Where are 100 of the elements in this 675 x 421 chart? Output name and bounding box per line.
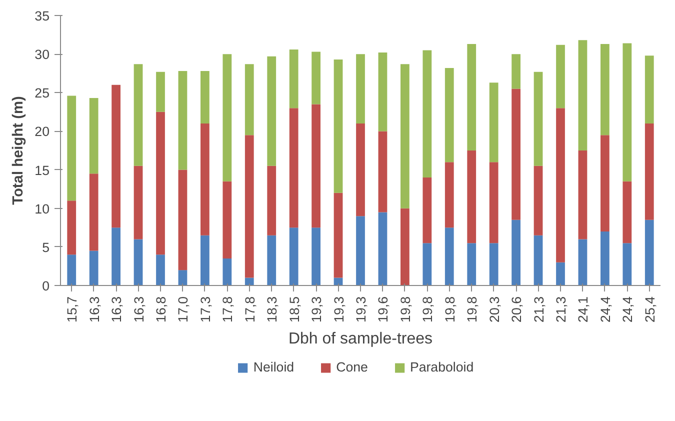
bar (600, 44, 610, 136)
bar (67, 96, 76, 201)
bar (534, 166, 543, 236)
legend-label: Cone (336, 360, 368, 374)
bar (578, 150, 588, 240)
bar (178, 270, 188, 286)
bar (444, 228, 454, 286)
bar (112, 84, 120, 228)
bar (289, 108, 298, 228)
x-tick-label: 16,3 (131, 296, 146, 322)
x-tick-label: 24,1 (576, 296, 591, 322)
x-tick-label: 17,8 (220, 296, 236, 322)
x-tick-label: 17,8 (242, 296, 258, 322)
bar (467, 150, 476, 244)
x-tick-label: 15,7 (64, 296, 80, 322)
bar (200, 124, 210, 236)
legend-label: Paraboloid (410, 360, 474, 374)
x-tick-label: 19,3 (309, 296, 324, 322)
x-tick-label: 21,3 (531, 296, 546, 322)
bar (89, 174, 98, 251)
bar (622, 181, 632, 244)
bar (489, 82, 498, 162)
x-tick-label: 19,3 (354, 296, 368, 322)
x-tick-label: 21,3 (554, 296, 568, 322)
bar (512, 220, 520, 286)
bar (334, 192, 343, 278)
bar (312, 104, 320, 228)
bar (222, 258, 232, 286)
y-tick-label: 35 (34, 8, 50, 24)
bar (178, 71, 188, 170)
bar (334, 59, 343, 193)
bar (67, 254, 76, 286)
x-tick-label: 18,5 (286, 296, 302, 322)
x-tick-label: 19,8 (464, 296, 480, 322)
bar (600, 135, 610, 232)
x-axis-title: Dbh of sample-trees (288, 330, 433, 348)
x-tick-label: 18,3 (264, 296, 280, 322)
bar (267, 166, 276, 236)
bar (289, 49, 298, 108)
bar (422, 243, 432, 286)
x-tick-label: 19,8 (420, 296, 436, 322)
bar (267, 235, 276, 286)
bar (200, 235, 210, 286)
x-tick-label: 16,3 (109, 296, 124, 322)
bar (422, 50, 432, 178)
bar (156, 72, 165, 112)
x-tick-label: 16,3 (86, 296, 102, 322)
bar (112, 228, 120, 286)
bar (312, 52, 320, 104)
x-tick-label: 17,3 (198, 296, 213, 322)
bar (400, 208, 410, 286)
y-tick-label: 20 (34, 124, 50, 140)
bar (356, 216, 365, 286)
bar (156, 254, 165, 286)
bar (622, 43, 632, 182)
bar (244, 135, 254, 278)
bar (134, 64, 143, 166)
bar (222, 54, 232, 182)
bar (244, 278, 254, 286)
y-tick-label: 15 (34, 162, 50, 178)
bar (556, 44, 565, 108)
bar (489, 162, 498, 244)
x-tick-label: 24,4 (598, 296, 613, 322)
y-axis-title: Total height (m) (10, 96, 27, 205)
bar (534, 235, 543, 286)
y-tick-label: 10 (34, 201, 50, 216)
x-tick-label: 20,6 (509, 296, 524, 322)
x-tick-label: 17,0 (176, 296, 191, 322)
bar (578, 239, 588, 286)
bar (356, 54, 365, 124)
y-tick-label: 25 (34, 86, 50, 101)
bar (644, 56, 654, 124)
bar (89, 250, 98, 286)
bar (467, 243, 476, 286)
bar (289, 228, 298, 286)
bar (156, 112, 165, 255)
bar (512, 54, 520, 89)
bar (378, 52, 388, 132)
bar (644, 124, 654, 220)
bar (644, 220, 654, 286)
bar (600, 232, 610, 286)
bar (444, 162, 454, 228)
bar (312, 228, 320, 286)
bar (556, 262, 565, 286)
x-tick-label: 19,6 (376, 296, 391, 322)
x-tick-label: 24,4 (620, 296, 636, 322)
bar (489, 243, 498, 286)
bar (378, 212, 388, 286)
bar (267, 56, 276, 166)
bar (178, 170, 188, 270)
bar (134, 239, 143, 286)
bar (400, 64, 410, 208)
bar (444, 68, 454, 162)
bar (244, 64, 254, 136)
x-tick-label: 19,8 (398, 296, 413, 322)
y-tick-label: 0 (42, 278, 50, 294)
bar (422, 178, 432, 244)
x-tick-label: 19,3 (331, 296, 346, 322)
x-tick-label: 20,3 (486, 296, 502, 322)
bar (134, 166, 143, 240)
